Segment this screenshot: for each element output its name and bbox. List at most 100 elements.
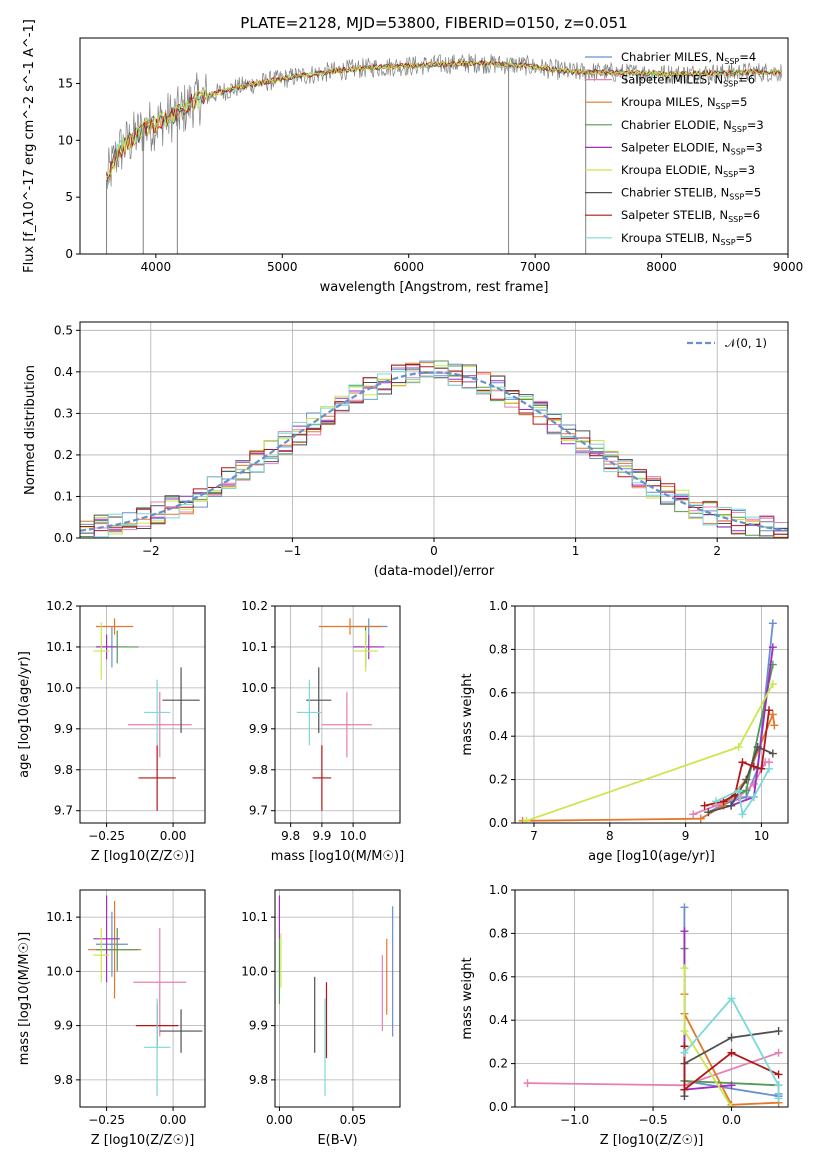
point-marker-cs: [727, 801, 736, 810]
x-axis-label: Z [log10(Z/Z☉)]: [91, 1133, 195, 1148]
point-marker-km: [768, 710, 777, 719]
x-tick-label: 0.0: [722, 1113, 741, 1127]
legend-subscript: SSP: [732, 125, 747, 134]
y-tick-label: 10.0: [46, 964, 73, 978]
y-tick-label: 0.4: [54, 365, 73, 379]
y-tick-label: 9.8: [249, 763, 268, 777]
y-tick-label: 0.6: [489, 970, 508, 984]
point-marker-ke: [727, 1103, 736, 1107]
x-tick-label: 8: [606, 829, 614, 843]
y-tick-label: 10.1: [46, 910, 73, 924]
y-tick-label: 10.1: [46, 640, 73, 654]
series-line-se: [683, 931, 732, 1091]
legend-label: Chabrier MILES, NSSP=4: [621, 50, 756, 66]
chart-age_vs_mass: 9.8 9.9 10.0 9.7 9.8 9.9 10.0 10.1 10.2 mass [log…: [241, 599, 404, 864]
y-tick-label: 10.0: [46, 681, 73, 695]
legend-count: =3: [747, 118, 764, 132]
legend-label: Chabrier ELODIE, NSSP=3: [621, 118, 764, 134]
x-tick-label: 6000: [393, 260, 424, 274]
y-axis-label: Normed distribution: [23, 365, 38, 495]
point-marker-ke: [680, 964, 689, 973]
y-tick-label: 0.2: [489, 773, 508, 787]
axes-frame: [79, 605, 206, 824]
point-marker-sm: [523, 1079, 532, 1088]
y-tick-label: 15: [58, 76, 73, 90]
legend-label: Salpeter ELODIE, NSSP=3: [621, 140, 763, 156]
legend-label: Kroupa MILES, NSSP=5: [621, 95, 747, 111]
x-tick-label: 7000: [520, 260, 551, 274]
legend-subscript: SSP: [723, 170, 738, 179]
y-axis-label: mass [log10(M/M☉)]: [17, 932, 32, 1065]
plot-area-age_vs_mass: [296, 618, 388, 811]
x-tick-label: 9.8: [281, 829, 300, 843]
axes-frame: [79, 889, 206, 1108]
y-tick-label: 9.9: [54, 1019, 73, 1033]
y-tick-label: 0.0: [54, 531, 73, 545]
chart-weight_vs_Z: −1.0 −0.5 0.0 0.0 0.2 0.4 0.6 0.8 1.0 Z [log10(Z/…: [460, 883, 789, 1148]
y-tick-label: 10.2: [46, 599, 73, 613]
plot-area-weight_vs_age: [518, 619, 779, 823]
y-tick-label: 0.1: [54, 489, 73, 503]
point-marker-cs: [768, 749, 777, 758]
chart-mass_vs_Z: −0.25 0.00 9.8 9.9 10.0 10.1 Z [log10(Z/Z☉)] ma…: [17, 889, 206, 1148]
legend-subscript: SSP: [724, 57, 739, 66]
x-tick-label: −1: [284, 544, 302, 558]
point-marker-ke: [680, 1027, 689, 1036]
y-tick-label: 0.4: [489, 1013, 508, 1027]
point-marker-ke: [522, 816, 531, 823]
legend-count: =5: [736, 231, 753, 245]
legend-subscript: SSP: [728, 215, 743, 224]
y-axis-label: mass weight: [460, 673, 475, 755]
point-marker-ss: [738, 758, 747, 767]
x-tick-label: 9.9: [312, 829, 331, 843]
point-marker-cs: [727, 1033, 736, 1042]
point-marker-ce: [742, 786, 751, 795]
point-marker-sm: [689, 810, 698, 819]
x-tick-label: 0.00: [160, 829, 187, 843]
point-marker-ss: [700, 801, 709, 810]
point-marker-ks: [738, 810, 747, 819]
axes-frame: [514, 889, 789, 1108]
y-tick-label: 1.0: [489, 599, 508, 613]
x-tick-label: 0.00: [266, 1113, 293, 1127]
point-marker-ks: [765, 764, 774, 773]
x-tick-label: 4000: [141, 260, 172, 274]
chart-residuals: 𝒩(0, 1) −2 −1 0 1 2 0.0 0.1 0.2 0.3 0.4 0.5 (data-mo…: [23, 321, 789, 579]
chart-age_vs_Z: −0.25 0.00 9.7 9.8 9.9 10.0 10.1 10.2 Z [log10(Z…: [17, 599, 206, 864]
y-tick-label: 0: [65, 247, 73, 261]
axes-frame: [514, 605, 789, 824]
x-tick-label: 7: [530, 829, 538, 843]
point-marker-cs: [774, 1027, 783, 1036]
legend-subscript: SSP: [721, 238, 736, 247]
axes-frame: [274, 889, 401, 1108]
x-tick-label: 0: [430, 544, 438, 558]
point-marker-ke: [768, 680, 777, 689]
series-line-ks: [683, 996, 780, 1099]
point-marker-ks: [734, 786, 743, 795]
point-marker-ke: [734, 743, 743, 752]
x-axis-label: Z [log10(Z/Z☉)]: [600, 1133, 704, 1148]
legend-label: Salpeter MILES, NSSP=6: [621, 73, 755, 89]
series-line-ss: [683, 1046, 779, 1092]
chart-weight_vs_age: 7 8 9 10 0.0 0.2 0.4 0.6 0.8 1.0 age [log10(age/yr…: [460, 599, 789, 864]
x-tick-label: 1: [572, 544, 580, 558]
y-tick-label: 9.8: [54, 763, 73, 777]
point-marker-ss: [757, 764, 766, 773]
y-tick-label: 10.2: [241, 599, 268, 613]
y-tick-label: 0.2: [54, 448, 73, 462]
point-marker-sm: [774, 1048, 783, 1057]
y-tick-label: 0.6: [489, 686, 508, 700]
point-marker-cs: [704, 808, 713, 817]
y-tick-label: 10.0: [241, 964, 268, 978]
chart-spectrum: Chabrier MILES, NSSP=4 Salpeter MILES, NS…: [22, 19, 803, 295]
y-tick-label: 0.0: [489, 1100, 508, 1114]
legend-subscript: SSP: [729, 193, 744, 202]
plot-area-age_vs_Z: [93, 618, 200, 811]
legend-count: =6: [738, 73, 755, 87]
x-axis-label: (data-model)/error: [374, 564, 495, 579]
y-tick-label: 10.0: [241, 681, 268, 695]
axes-frame: [79, 37, 789, 255]
point-marker-cs: [753, 743, 762, 752]
x-tick-label: 9: [682, 829, 690, 843]
point-marker-km: [770, 721, 779, 730]
